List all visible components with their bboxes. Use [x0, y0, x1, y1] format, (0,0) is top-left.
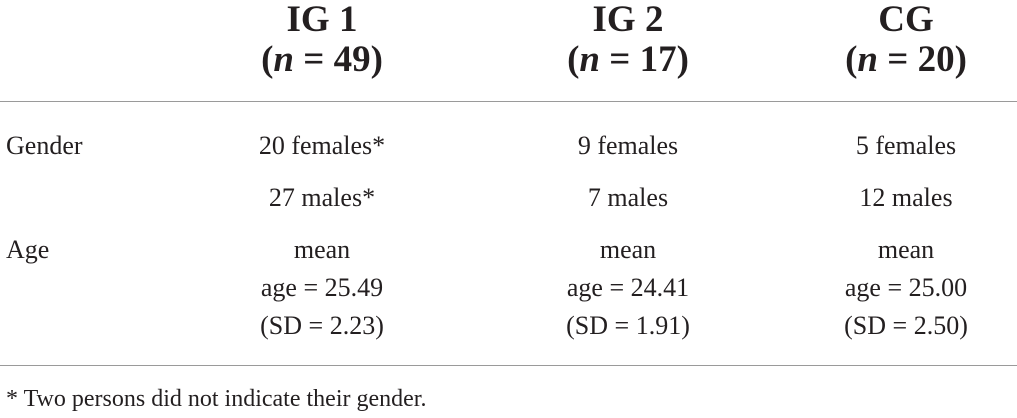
cell-males-ig2: 7 males — [587, 183, 669, 212]
header-divider — [0, 101, 1017, 102]
column-title: IG 2 — [592, 0, 664, 40]
cell-age-ig1: mean age = 25.49 (SD = 2.23) — [192, 234, 452, 342]
column-header-ig1: IG 1 (n = 49) — [192, 0, 452, 80]
age-mean-value: age = 24.41 — [566, 273, 690, 302]
cell-males-cg: 12 males — [859, 183, 953, 212]
column-sample-size: (n = 20) — [845, 39, 967, 80]
column-title: CG — [878, 0, 934, 40]
age-mean-label: mean — [599, 235, 657, 264]
column-header-ig2: IG 2 (n = 17) — [498, 0, 758, 80]
table-footnote: * Two persons did not indicate their gen… — [6, 386, 427, 412]
cell-males-ig1: 27 males* — [268, 183, 376, 212]
age-mean-label: mean — [877, 235, 935, 264]
age-sd-value: (SD = 2.50) — [844, 311, 968, 340]
age-mean-value: age = 25.00 — [844, 273, 968, 302]
cell-age-cg: mean age = 25.00 (SD = 2.50) — [806, 234, 1006, 342]
cell-females-ig1: 20 females* — [258, 131, 386, 160]
age-sd-value: (SD = 1.91) — [566, 311, 690, 340]
column-sample-size: (n = 49) — [261, 39, 383, 80]
cell-age-ig2: mean age = 24.41 (SD = 1.91) — [498, 234, 758, 342]
cell-females-cg: 5 females — [855, 131, 957, 160]
table-bottom-rule — [0, 365, 1017, 366]
column-sample-size: (n = 17) — [567, 39, 689, 80]
age-mean-value: age = 25.49 — [260, 273, 384, 302]
age-sd-value: (SD = 2.23) — [260, 311, 384, 340]
row-label-gender: Gender — [6, 131, 83, 160]
cell-females-ig2: 9 females — [577, 131, 679, 160]
column-title: IG 1 — [286, 0, 358, 40]
row-label-age: Age — [6, 235, 50, 264]
column-header-cg: CG (n = 20) — [806, 0, 1006, 80]
age-mean-label: mean — [293, 235, 351, 264]
